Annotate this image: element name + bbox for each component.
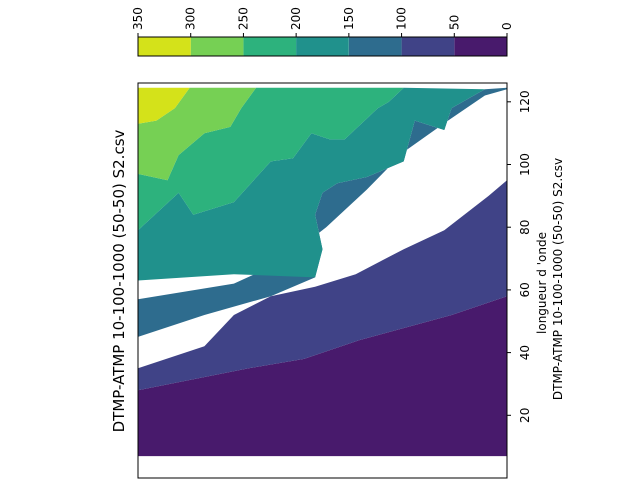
contour-band-300-350 [138, 87, 190, 124]
colorbar-segment-150-200 [296, 37, 349, 56]
y-tick-label: 120 [518, 90, 532, 113]
contour-plot: 20 40 60 80 100 120 [137, 82, 532, 479]
y-tick-label: 20 [518, 408, 532, 423]
y-axis-ticks: 20 40 60 80 100 120 [507, 90, 532, 423]
y-tick-label: 80 [518, 220, 532, 235]
colorbar-tick-label: 250 [236, 7, 250, 30]
colorbar-segment-50-100 [401, 37, 455, 56]
contour-band-250-300 [138, 87, 257, 181]
contour-band-200-250 [138, 87, 404, 231]
colorbar-tick-label: 0 [500, 22, 514, 30]
y-axis-label-secondary: DTMP-ATMP 10-100-1000 (50-50) S2.csv [551, 158, 565, 400]
colorbar-tick-label: 150 [342, 7, 356, 30]
y-tick-label: 60 [518, 282, 532, 297]
colorbar-tick-label: 50 [447, 15, 461, 30]
contour-band-0-50 [138, 296, 507, 457]
colorbar-segment-250-300 [190, 37, 244, 56]
y-tick-label: 40 [518, 345, 532, 360]
colorbar: 0 50 100 150 200 250 300 350 [131, 7, 514, 57]
colorbar-segment-0-50 [454, 37, 507, 56]
y-tick-label: 100 [518, 153, 532, 176]
plot-frame [137, 82, 508, 479]
colorbar-tick-label: 200 [289, 7, 303, 30]
contour-band-50-100 [138, 180, 507, 391]
colorbar-segments [138, 37, 507, 56]
contour-band-150-200 [138, 87, 485, 281]
colorbar-tick-label: 100 [395, 7, 409, 30]
colorbar-segment-200-250 [243, 37, 297, 56]
contour-band-100-150 [138, 87, 507, 337]
y-axis-label: longueur d 'onde [535, 232, 549, 334]
colorbar-tick-label: 300 [184, 7, 198, 30]
colorbar-frame [137, 36, 508, 57]
colorbar-ticks: 0 50 100 150 200 250 300 350 [131, 7, 514, 37]
colorbar-segment-300-350 [138, 37, 191, 56]
colorbar-tick-label: 350 [131, 7, 145, 30]
contour-bands [138, 87, 507, 457]
chart-title: DTMP-ATMP 10-100-1000 (50-50) S2.csv [110, 129, 128, 432]
colorbar-segment-100-150 [348, 37, 402, 56]
